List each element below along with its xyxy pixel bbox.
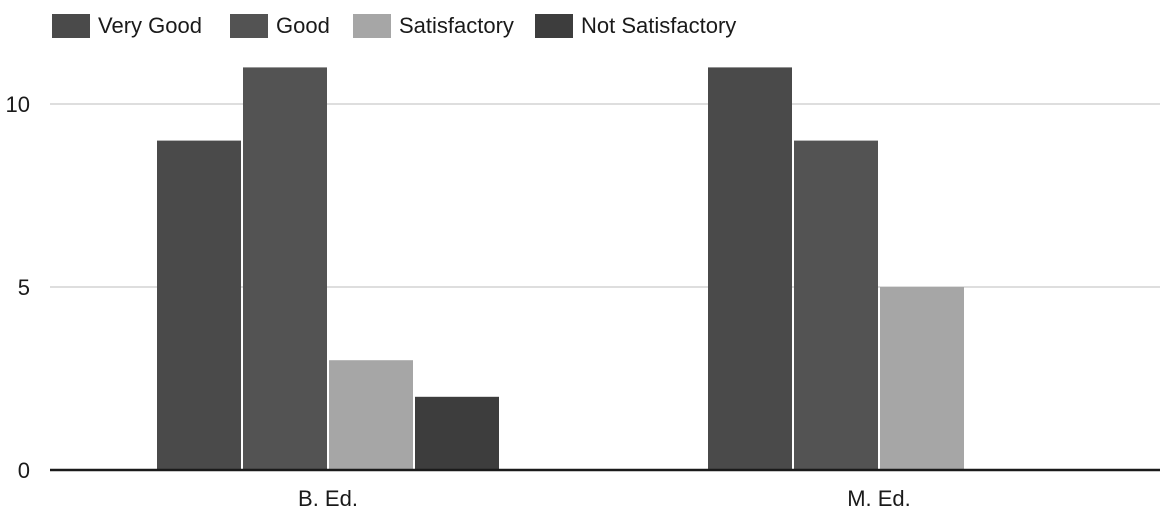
bar-bed-series-3 [329,360,413,470]
bar-bed-series-2 [243,67,327,471]
legend-swatch-4 [535,14,573,38]
legend-label-1: Very Good [98,13,202,38]
y-tick-label-0: 0 [18,458,30,483]
bar-med-series-3 [880,287,964,470]
bar-med-series-1 [708,67,792,471]
legend-label-3: Satisfactory [399,13,514,38]
y-tick-label-10: 10 [6,92,30,117]
legend-swatch-1 [52,14,90,38]
legend: Very Good Good Satisfactory Not Satisfactor… [52,13,736,38]
bar-med-series-2 [794,140,878,470]
legend-label-4: Not Satisfactory [581,13,736,38]
bars [157,67,964,471]
axes: 0 5 10 B. Ed. M. Ed. [6,92,1160,511]
legend-swatch-3 [353,14,391,38]
bar-bed-series-1 [157,140,241,470]
legend-label-2: Good [276,13,330,38]
x-category-label-1: B. Ed. [298,486,358,511]
bar-bed-series-4 [415,396,499,470]
y-tick-label-5: 5 [18,275,30,300]
x-category-label-2: M. Ed. [847,486,911,511]
legend-swatch-2 [230,14,268,38]
